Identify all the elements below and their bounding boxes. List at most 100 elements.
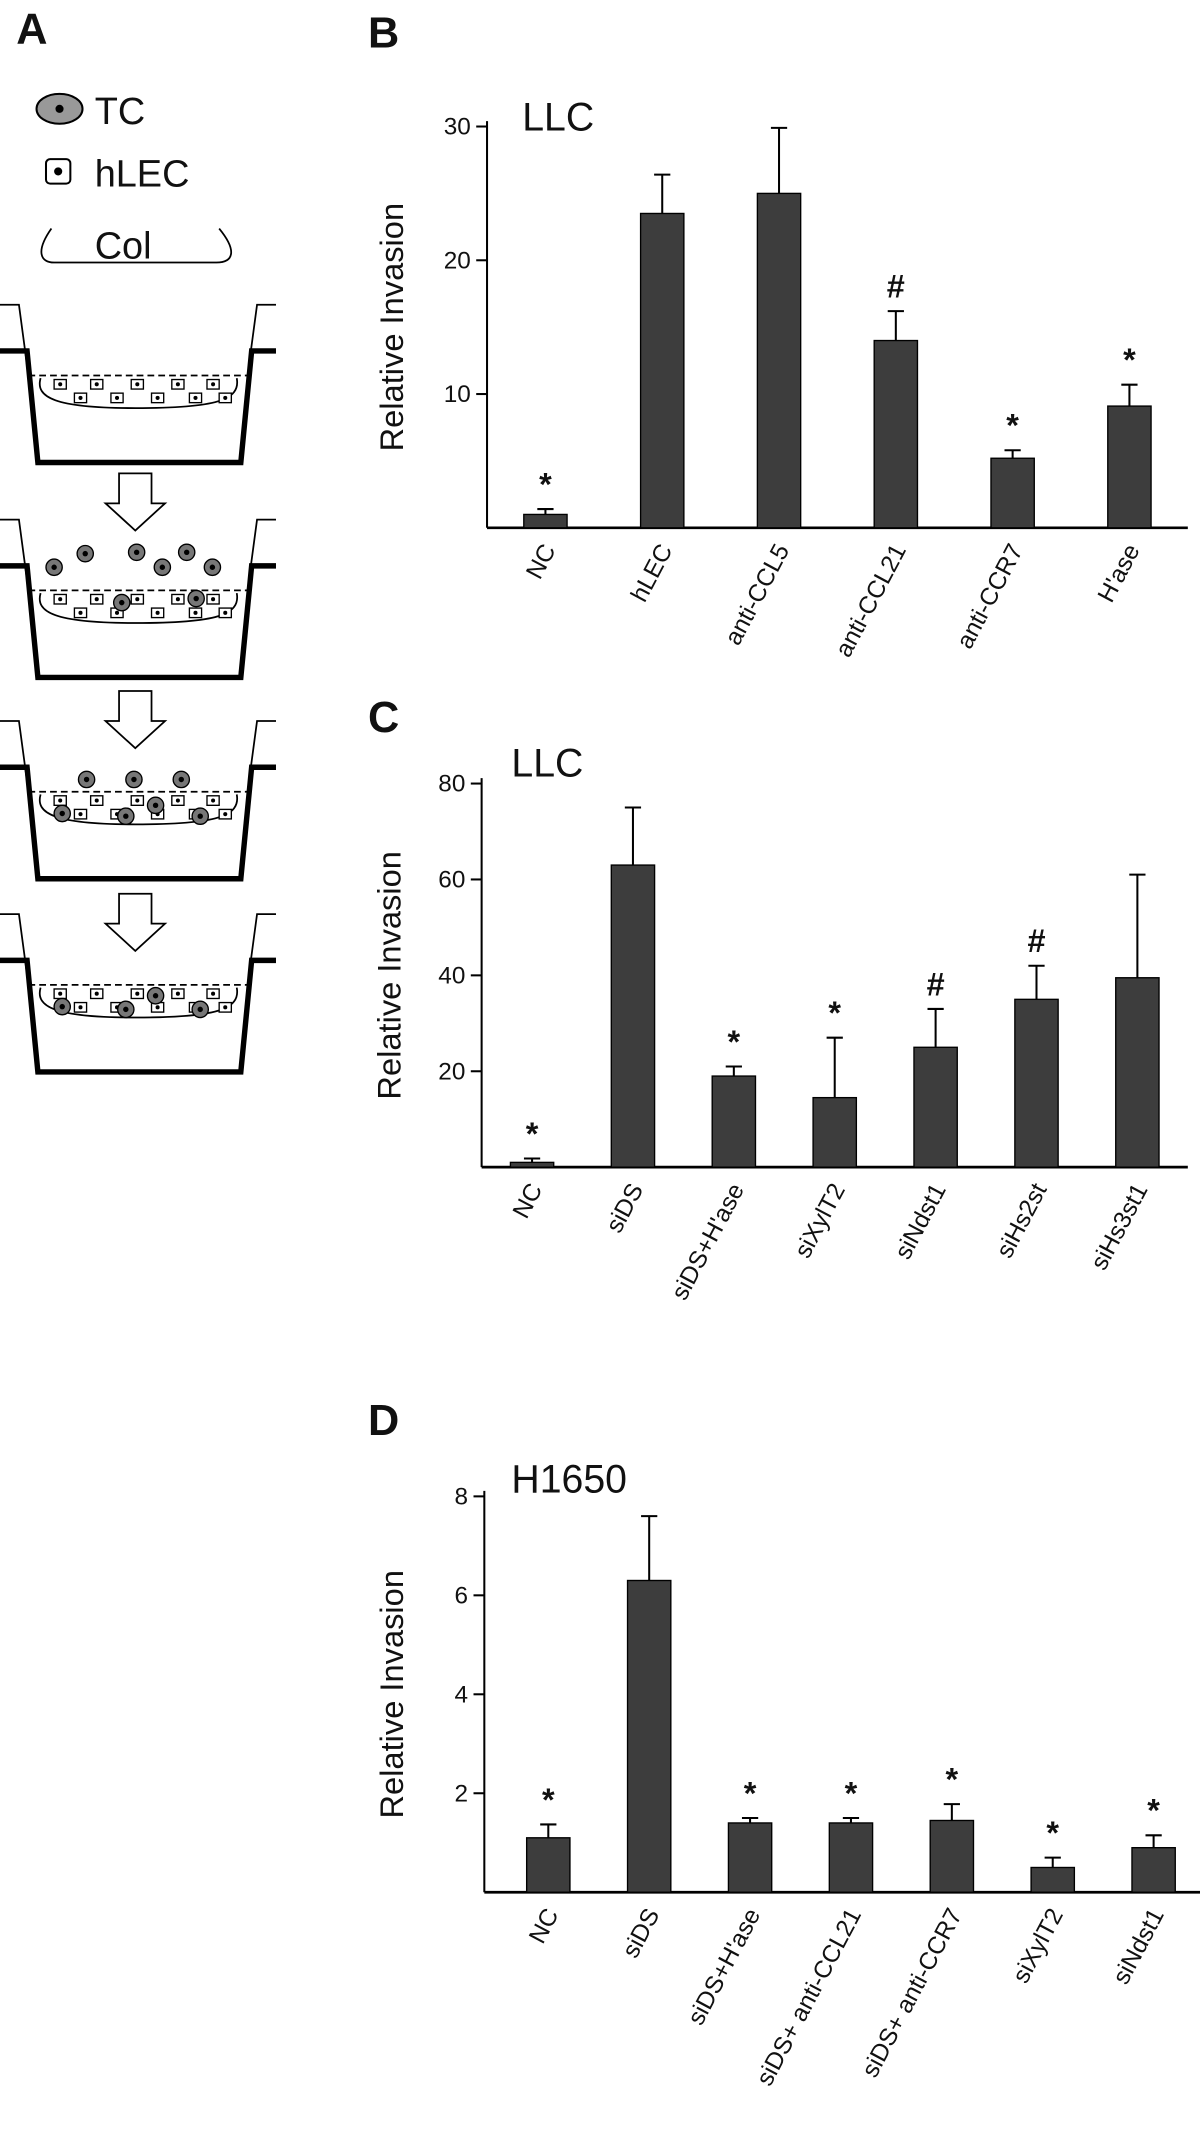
annotation: * xyxy=(1046,1815,1059,1851)
annotation: * xyxy=(744,1775,757,1811)
x-tick-label: siDS xyxy=(617,1904,665,1962)
bar xyxy=(610,864,656,1168)
annotation: * xyxy=(526,1116,539,1152)
annotation: * xyxy=(542,1782,555,1818)
bar xyxy=(1014,998,1059,1168)
annotation: * xyxy=(1006,408,1019,444)
y-tick-label: 60 xyxy=(438,867,465,894)
chart-title: LLC xyxy=(511,742,583,786)
panel-label: C xyxy=(368,694,399,742)
x-tick-label: siNdst1 xyxy=(890,1179,952,1264)
error-bar xyxy=(537,508,554,515)
y-tick-label: 8 xyxy=(455,1483,469,1510)
x-tick-label: NC xyxy=(508,1179,548,1223)
x-tick-label: NC xyxy=(521,540,561,584)
error-bar xyxy=(1004,449,1021,459)
error-bar xyxy=(927,1007,944,1048)
bar xyxy=(523,513,568,529)
y-tick-label: 2 xyxy=(455,1780,469,1807)
x-tick-label: anti-CCL21 xyxy=(830,540,912,662)
y-tick-label: 20 xyxy=(438,1058,465,1085)
x-tick-label: NC xyxy=(524,1904,564,1948)
bar xyxy=(509,1161,555,1168)
bar xyxy=(873,339,919,529)
panel-label: D xyxy=(368,1397,399,1445)
error-bar xyxy=(842,1816,860,1823)
legend-label: hLEC xyxy=(95,153,190,195)
x-tick-label: siDS+ anti-CCR7 xyxy=(857,1904,968,2082)
error-bar xyxy=(1044,1856,1061,1868)
error-bar xyxy=(654,173,671,214)
bar xyxy=(711,1075,757,1168)
error-bar xyxy=(943,1803,960,1821)
chart-title: LLC xyxy=(522,95,594,139)
y-axis-label: Relative Invasion xyxy=(372,851,408,1100)
annotation: * xyxy=(946,1761,959,1797)
bar xyxy=(812,1096,858,1168)
y-tick-label: 80 xyxy=(438,771,465,798)
error-bar xyxy=(1028,964,1045,1000)
error-bar xyxy=(641,1515,658,1581)
x-tick-label: siNdst1 xyxy=(1108,1904,1170,1989)
y-tick-label: 30 xyxy=(444,114,471,141)
annotation: * xyxy=(1123,342,1136,378)
x-tick-label: anti-CCR7 xyxy=(952,540,1029,654)
error-bar xyxy=(826,1036,843,1098)
x-tick-label: siDS xyxy=(601,1179,649,1237)
error-bar xyxy=(725,1065,742,1077)
annotation: # xyxy=(927,966,945,1002)
bar xyxy=(525,1837,571,1893)
bar xyxy=(727,1822,773,1893)
x-tick-label: siDS+ anti-CCL21 xyxy=(752,1904,868,2090)
x-tick-label: siXylT2 xyxy=(790,1179,851,1263)
x-tick-label: siXylT2 xyxy=(1008,1904,1069,1988)
annotation: * xyxy=(1147,1793,1160,1829)
diagram: TC hLEC Col xyxy=(0,91,276,1072)
x-tick-label: hLEC xyxy=(626,540,678,607)
y-axis-label: Relative Invasion xyxy=(374,1570,410,1819)
bar xyxy=(756,192,802,529)
bar xyxy=(1115,977,1160,1168)
error-bar xyxy=(770,126,788,194)
x-tick-label: siHs3st1 xyxy=(1086,1179,1154,1275)
error-bar xyxy=(624,806,642,866)
x-tick-label: siHs2st xyxy=(991,1179,1052,1263)
annotation: * xyxy=(728,1024,741,1060)
x-tick-label: siDS+H'ase xyxy=(667,1179,750,1305)
annotation: # xyxy=(887,268,905,304)
annotation: * xyxy=(539,466,552,502)
y-tick-label: 40 xyxy=(438,962,465,989)
y-axis-label: Relative Invasion xyxy=(374,203,410,452)
error-bar xyxy=(1145,1834,1162,1848)
x-tick-label: siDS+H'ase xyxy=(683,1904,766,2030)
error-bar xyxy=(741,1816,759,1823)
bar xyxy=(1131,1847,1176,1893)
bar xyxy=(828,1822,874,1893)
panel-label: B xyxy=(368,10,399,58)
error-bar xyxy=(1129,873,1146,978)
annotation: # xyxy=(1027,923,1045,959)
annotation: * xyxy=(828,995,841,1031)
x-tick-label: H'ase xyxy=(1093,540,1146,607)
bar xyxy=(1107,405,1152,529)
annotation: * xyxy=(845,1775,858,1811)
y-tick-label: 6 xyxy=(455,1582,469,1609)
legend-label: TC xyxy=(95,91,145,133)
error-bar xyxy=(523,1157,541,1163)
bar xyxy=(929,1819,975,1893)
y-tick-label: 10 xyxy=(444,381,471,408)
error-bar xyxy=(887,310,904,341)
bar xyxy=(913,1046,958,1168)
matrix-label: Col xyxy=(95,225,152,267)
bar xyxy=(990,457,1035,529)
y-tick-label: 4 xyxy=(455,1681,469,1708)
chart-title: H1650 xyxy=(511,1457,627,1501)
bar xyxy=(626,1579,672,1893)
y-tick-label: 20 xyxy=(444,247,471,274)
bar xyxy=(639,212,685,529)
error-bar xyxy=(1121,383,1138,407)
panel-label: A xyxy=(16,5,47,53)
error-bar xyxy=(540,1823,557,1838)
bar xyxy=(1030,1866,1076,1893)
